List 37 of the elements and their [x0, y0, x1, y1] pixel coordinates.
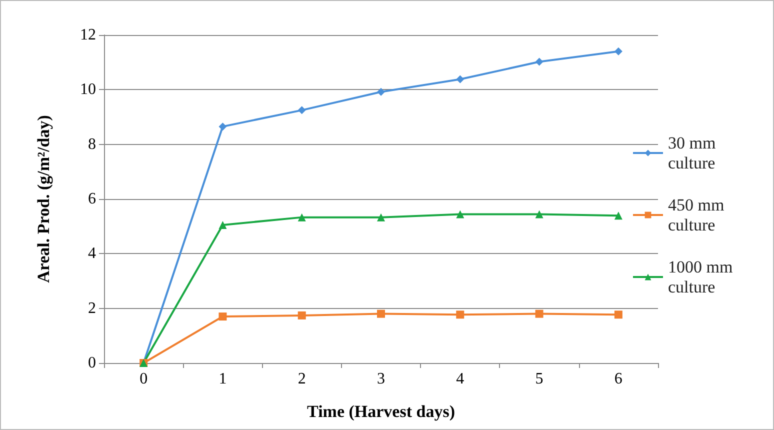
point — [218, 312, 227, 321]
point — [456, 310, 464, 319]
point — [298, 311, 306, 320]
point — [614, 47, 622, 56]
legend-label: 450 mm culture — [668, 196, 728, 234]
point — [535, 58, 544, 66]
y-tick-label: 0 — [88, 354, 96, 372]
y-tick-label: 6 — [88, 190, 96, 208]
y-tick-label: 2 — [88, 300, 96, 317]
point — [298, 213, 306, 222]
point — [456, 210, 464, 218]
x-tick-label: 5 — [535, 370, 544, 388]
point — [218, 220, 227, 229]
point — [218, 122, 227, 131]
point — [377, 213, 385, 222]
y-tick-label: 12 — [80, 26, 96, 44]
x-tick-label: 2 — [298, 370, 306, 388]
point — [298, 106, 306, 114]
x-tick-label: 4 — [456, 370, 464, 388]
y-axis-title: Areal. Prod. (g/m²/day) — [34, 115, 53, 283]
x-tick-label: 1 — [218, 370, 227, 388]
legend-label: 30 mm culture — [668, 134, 720, 172]
point — [377, 88, 385, 96]
y-tick-label: 4 — [88, 245, 96, 262]
point — [535, 310, 544, 318]
point — [377, 310, 385, 318]
y-tick-label: 8 — [88, 136, 96, 153]
point — [456, 75, 464, 84]
point — [614, 310, 622, 319]
x-tick-label: 3 — [377, 370, 385, 388]
point — [535, 210, 544, 218]
x-axis-title: Time (Harvest days) — [307, 402, 455, 421]
legend-label: 1000 mm culture — [668, 258, 737, 296]
x-tick-label: 0 — [140, 370, 148, 388]
x-tick-label: 6 — [614, 370, 622, 388]
y-tick-label: 10 — [80, 81, 96, 98]
point — [614, 212, 622, 220]
